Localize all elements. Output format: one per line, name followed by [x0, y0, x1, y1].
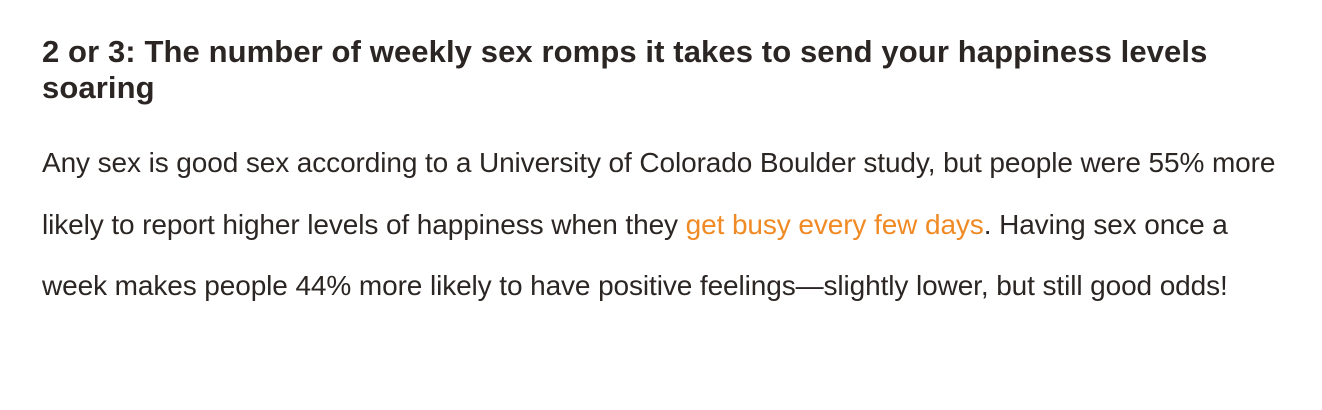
article-section: 2 or 3: The number of weekly sex romps i…	[42, 34, 1292, 317]
study-link[interactable]: get busy every few days	[685, 208, 984, 240]
section-heading: 2 or 3: The number of weekly sex romps i…	[42, 34, 1208, 105]
article-paragraph: Any sex is good sex according to a Unive…	[42, 132, 1292, 317]
paragraph-text-after-link: . Having sex once a week makes people 44…	[42, 208, 1228, 302]
paragraph-text-before-link: Any sex is good sex according to a Unive…	[42, 147, 1276, 240]
